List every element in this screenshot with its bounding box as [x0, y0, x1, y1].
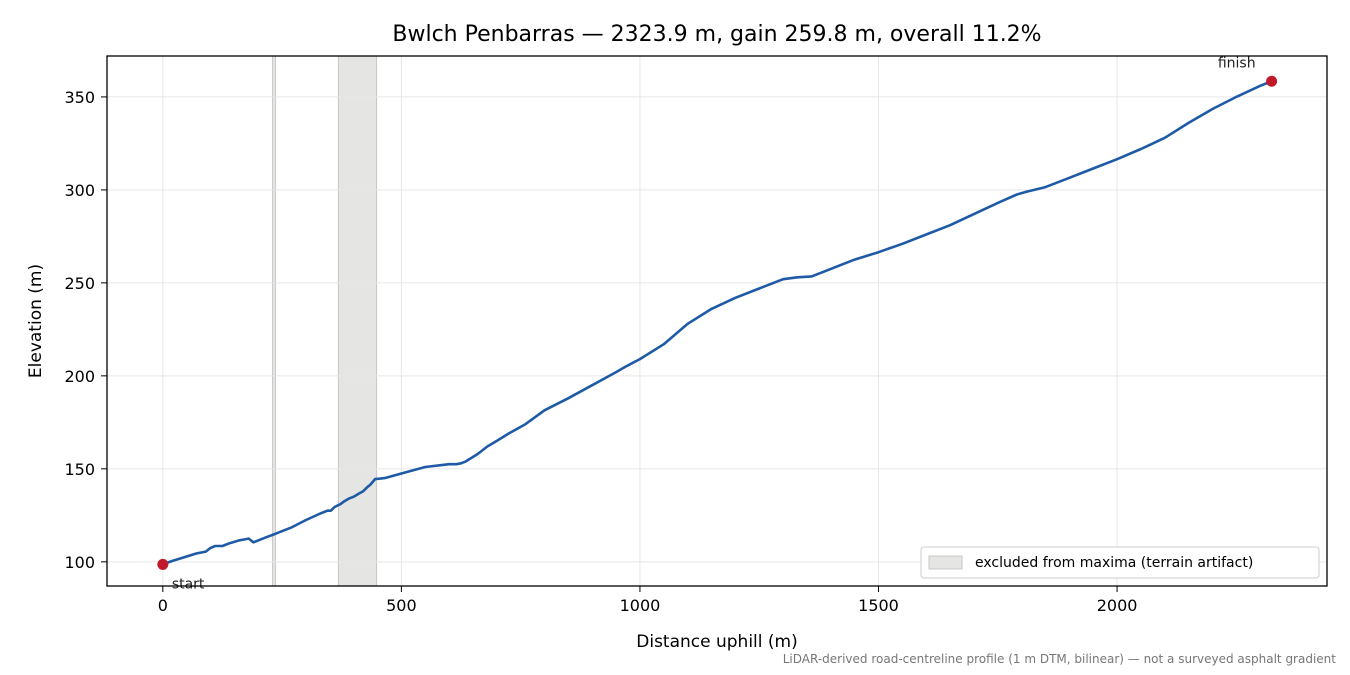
y-tick-label: 350: [64, 88, 95, 107]
footnote: LiDAR-derived road-centreline profile (1…: [782, 652, 1336, 666]
y-tick-label: 150: [64, 460, 95, 479]
y-axis-ticks: 100 150 200 250 300 350: [64, 88, 107, 572]
legend-box: [920, 546, 1320, 579]
endpoint-markers: start finish: [157, 55, 1278, 592]
elevation-line-0: [161, 80, 1273, 566]
grid-lines: [107, 56, 1327, 586]
y-tick-label: 100: [64, 553, 95, 572]
excluded-band-0: [272, 55, 276, 587]
finish-label: finish: [1218, 55, 1256, 71]
y-tick-label: 200: [64, 367, 95, 386]
x-tick-label: 500: [386, 596, 417, 615]
legend-swatch: [928, 555, 963, 570]
excluded-bands: [272, 55, 378, 587]
x-axis-ticks: 0 500 1000 1500 2000: [158, 586, 1138, 615]
legend: excluded from maxima (terrain artifact): [920, 546, 1320, 579]
plot-frame: [106, 55, 1328, 587]
x-tick-label: 0: [158, 596, 168, 615]
x-tick-label: 1000: [620, 596, 661, 615]
x-axis-label: Distance uphill (m): [636, 632, 797, 652]
y-axis-label: Elevation (m): [26, 264, 46, 378]
y-tick-label: 250: [64, 274, 95, 293]
chart-title: Bwlch Penbarras — 2323.9 m, gain 259.8 m…: [392, 22, 1041, 47]
y-tick-label: 300: [64, 181, 95, 200]
finish-marker: [1266, 75, 1278, 87]
legend-label: excluded from maxima (terrain artifact): [975, 555, 1253, 571]
series-layer: [161, 80, 1273, 566]
excluded-band-1: [337, 55, 378, 587]
start-label: start: [172, 576, 205, 592]
x-tick-label: 1500: [858, 596, 899, 615]
x-tick-label: 2000: [1097, 596, 1138, 615]
start-marker: [157, 558, 169, 570]
